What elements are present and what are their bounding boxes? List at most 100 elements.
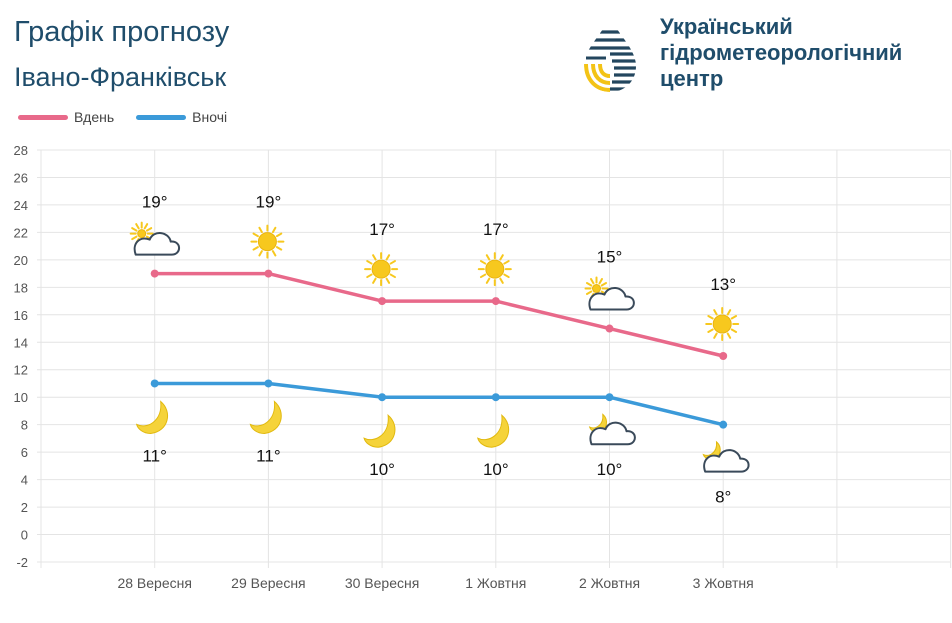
legend-label-day: Вдень bbox=[74, 109, 115, 125]
org-line-3: центр bbox=[660, 66, 724, 91]
sun-ray bbox=[366, 273, 373, 279]
moon-shape bbox=[477, 414, 510, 448]
data-point bbox=[264, 379, 273, 388]
y-tick-label: 14 bbox=[14, 335, 28, 350]
series-line-night bbox=[154, 381, 724, 427]
weather-icons bbox=[129, 221, 750, 473]
sun-ray bbox=[713, 309, 718, 316]
y-tick-label: 8 bbox=[21, 418, 28, 433]
sun-ray bbox=[485, 277, 491, 284]
legend-item-day[interactable]: Вдень bbox=[18, 109, 114, 125]
legend-label-night: Вночі bbox=[192, 109, 228, 125]
night-temp-label: 8° bbox=[715, 488, 731, 507]
data-point bbox=[605, 393, 614, 402]
sun-ray bbox=[600, 282, 608, 287]
sun-ray bbox=[585, 282, 593, 287]
sun-ray bbox=[258, 250, 263, 257]
day-temp-label: 19° bbox=[142, 193, 168, 212]
chart-legend: Вдень Вночі bbox=[18, 108, 249, 126]
sun-ray bbox=[275, 246, 283, 251]
day-temp-label: 17° bbox=[483, 220, 509, 239]
sun-ray bbox=[590, 278, 595, 285]
y-tick-label: 10 bbox=[14, 390, 28, 405]
sun-ray bbox=[385, 254, 391, 261]
sun-ray bbox=[385, 277, 391, 284]
sun-cloud-icon-4 bbox=[584, 276, 635, 311]
cloud-shape bbox=[703, 449, 750, 473]
temperature-labels: 19° 19° 17° 17° 15° 13° 11° 11° 10° 10° 10° 8° bbox=[142, 193, 736, 507]
y-tick-label: 16 bbox=[14, 308, 28, 323]
sun-ray bbox=[503, 273, 510, 279]
x-tick-label: 2 Жовтня bbox=[579, 575, 640, 591]
y-tick-label: 2 bbox=[21, 500, 28, 515]
sun-ray bbox=[726, 309, 732, 316]
y-tick-label: -2 bbox=[16, 555, 28, 570]
y-tick-label: 0 bbox=[21, 528, 28, 543]
chart-grid bbox=[37, 149, 952, 568]
sun-ray bbox=[503, 260, 510, 265]
sun-disc bbox=[137, 229, 147, 239]
moon-icon-1 bbox=[249, 400, 282, 434]
sun-ray bbox=[131, 235, 138, 241]
data-point bbox=[378, 297, 387, 306]
sun-ray bbox=[271, 250, 277, 257]
day-temp-label: 19° bbox=[256, 193, 282, 212]
data-point bbox=[605, 324, 614, 333]
sun-ray bbox=[479, 273, 487, 279]
sun-ray bbox=[258, 226, 263, 234]
night-temp-label: 10° bbox=[483, 460, 509, 479]
day-temp-label: 17° bbox=[369, 220, 395, 239]
sun-ray bbox=[252, 246, 259, 251]
sun-ray bbox=[730, 328, 738, 333]
sun-disc bbox=[371, 259, 391, 279]
sun-icon-1 bbox=[250, 224, 285, 259]
data-point bbox=[491, 393, 500, 402]
day-temp-label: 15° bbox=[597, 248, 623, 267]
sun-ray bbox=[275, 232, 283, 238]
sun-ray bbox=[389, 260, 396, 265]
sun-ray bbox=[143, 223, 149, 230]
moon-icon-0 bbox=[135, 400, 169, 434]
chart-lines bbox=[150, 269, 728, 429]
sun-cloud-icon-0 bbox=[129, 221, 181, 256]
y-tick-label: 12 bbox=[14, 363, 28, 378]
moon-icon-3 bbox=[477, 414, 510, 448]
data-point bbox=[264, 269, 273, 278]
night-temp-label: 10° bbox=[597, 460, 623, 479]
sun-ray bbox=[372, 277, 377, 284]
sun-ray bbox=[730, 315, 738, 320]
sun-ray bbox=[585, 290, 593, 296]
data-point bbox=[150, 269, 159, 278]
sun-icon-3 bbox=[477, 252, 512, 287]
sun-disc bbox=[712, 314, 732, 334]
x-tick-label: 28 Вересня bbox=[117, 575, 191, 591]
moon-icon-2 bbox=[363, 414, 396, 448]
sun-disc bbox=[257, 232, 277, 252]
sun-ray bbox=[135, 223, 140, 230]
series-line-day bbox=[154, 271, 724, 358]
y-tick-label: 18 bbox=[14, 280, 28, 295]
org-line-1: Український bbox=[660, 14, 793, 39]
night-temp-label: 11° bbox=[142, 446, 166, 465]
y-tick-label: 24 bbox=[14, 198, 28, 213]
data-point bbox=[150, 379, 159, 388]
sun-ray bbox=[499, 277, 504, 284]
logo-icon bbox=[580, 16, 640, 94]
org-line-2: гідрометеорологічний bbox=[660, 40, 903, 65]
x-tick-label: 1 Жовтня bbox=[465, 575, 526, 591]
data-point bbox=[378, 393, 387, 402]
legend-item-night[interactable]: Вночі bbox=[136, 109, 227, 125]
y-tick-label: 20 bbox=[14, 253, 28, 268]
cloud-shape bbox=[589, 421, 636, 446]
data-point bbox=[491, 297, 500, 306]
sun-ray bbox=[485, 254, 491, 261]
sun-ray bbox=[707, 315, 714, 320]
sun-ray bbox=[252, 232, 259, 238]
x-axis: 28 Вересня 29 Вересня 30 Вересня 1 Жовтня 2 … bbox=[117, 575, 753, 591]
sun-disc bbox=[485, 259, 505, 279]
moon-cloud-icon-4 bbox=[588, 413, 636, 446]
moon-shape bbox=[249, 400, 282, 434]
night-temp-label: 10° bbox=[369, 460, 395, 479]
